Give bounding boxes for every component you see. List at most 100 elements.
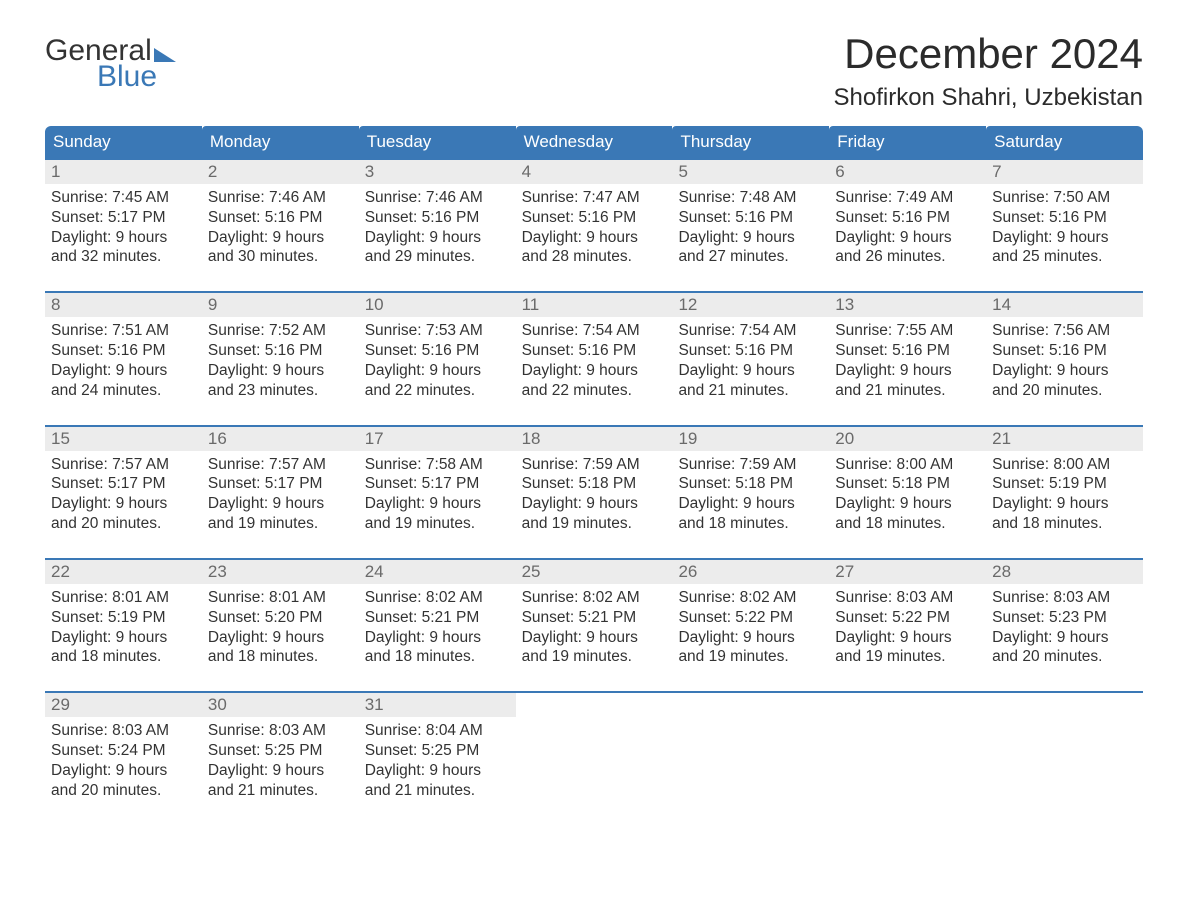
sunrise-line: Sunrise: 7:57 AM — [51, 455, 196, 475]
sunrise-line: Sunrise: 7:58 AM — [365, 455, 510, 475]
sunset-line: Sunset: 5:16 PM — [992, 208, 1137, 228]
sunrise-line: Sunrise: 8:03 AM — [835, 588, 980, 608]
day-number: 15 — [45, 427, 202, 451]
calendar-day: 23Sunrise: 8:01 AMSunset: 5:20 PMDayligh… — [202, 560, 359, 669]
calendar-day: 20Sunrise: 8:00 AMSunset: 5:18 PMDayligh… — [829, 427, 986, 536]
daylight-line1: Daylight: 9 hours — [208, 628, 353, 648]
sunset-line: Sunset: 5:21 PM — [522, 608, 667, 628]
day-body: Sunrise: 8:00 AMSunset: 5:19 PMDaylight:… — [986, 451, 1143, 536]
day-body: Sunrise: 7:52 AMSunset: 5:16 PMDaylight:… — [202, 317, 359, 402]
sunset-line: Sunset: 5:17 PM — [208, 474, 353, 494]
daylight-line1: Daylight: 9 hours — [678, 494, 823, 514]
sunset-line: Sunset: 5:19 PM — [51, 608, 196, 628]
day-body: Sunrise: 7:58 AMSunset: 5:17 PMDaylight:… — [359, 451, 516, 536]
sunset-line: Sunset: 5:18 PM — [522, 474, 667, 494]
brand-triangle-icon — [154, 48, 176, 62]
day-body: Sunrise: 8:03 AMSunset: 5:23 PMDaylight:… — [986, 584, 1143, 669]
calendar-day: 28Sunrise: 8:03 AMSunset: 5:23 PMDayligh… — [986, 560, 1143, 669]
calendar: Sunday Monday Tuesday Wednesday Thursday… — [45, 126, 1143, 803]
calendar-day: 7Sunrise: 7:50 AMSunset: 5:16 PMDaylight… — [986, 160, 1143, 269]
calendar-day: 22Sunrise: 8:01 AMSunset: 5:19 PMDayligh… — [45, 560, 202, 669]
daylight-line1: Daylight: 9 hours — [365, 628, 510, 648]
day-number: 19 — [672, 427, 829, 451]
daylight-line2: and 24 minutes. — [51, 381, 196, 401]
sunset-line: Sunset: 5:19 PM — [992, 474, 1137, 494]
calendar-day: 19 Sunrise: 7:59 AMSunset: 5:18 PMDayligh… — [672, 427, 829, 536]
sunrise-line: Sunrise: 8:01 AM — [51, 588, 196, 608]
calendar-day: 27Sunrise: 8:03 AMSunset: 5:22 PMDayligh… — [829, 560, 986, 669]
sunset-line: Sunset: 5:17 PM — [51, 474, 196, 494]
daylight-line2: and 18 minutes. — [51, 647, 196, 667]
daylight-line2: and 19 minutes. — [365, 514, 510, 534]
day-number: 9 — [202, 293, 359, 317]
calendar-day: 11Sunrise: 7:54 AMSunset: 5:16 PMDayligh… — [516, 293, 673, 402]
daylight-line1: Daylight: 9 hours — [522, 361, 667, 381]
day-body: Sunrise: 7:46 AMSunset: 5:16 PMDaylight:… — [359, 184, 516, 269]
sunset-line: Sunset: 5:18 PM — [678, 474, 823, 494]
day-number: 22 — [45, 560, 202, 584]
day-number: 18 — [516, 427, 673, 451]
sunrise-line: Sunrise: 7:56 AM — [992, 321, 1137, 341]
daylight-line1: Daylight: 9 hours — [835, 628, 980, 648]
daylight-line1: Daylight: 9 hours — [678, 361, 823, 381]
sunset-line: Sunset: 5:23 PM — [992, 608, 1137, 628]
daylight-line1: Daylight: 9 hours — [992, 494, 1137, 514]
sunrise-line: Sunrise: 7:46 AM — [365, 188, 510, 208]
calendar-day: . — [516, 693, 673, 802]
day-body: Sunrise: 8:00 AMSunset: 5:18 PMDaylight:… — [829, 451, 986, 536]
daylight-line1: Daylight: 9 hours — [678, 228, 823, 248]
sunset-line: Sunset: 5:24 PM — [51, 741, 196, 761]
brand-logo: General Blue — [45, 36, 176, 92]
daylight-line2: and 30 minutes. — [208, 247, 353, 267]
sunset-line: Sunset: 5:20 PM — [208, 608, 353, 628]
dow-sunday: Sunday — [45, 126, 202, 158]
daylight-line2: and 18 minutes. — [678, 514, 823, 534]
sunrise-line: Sunrise: 8:02 AM — [522, 588, 667, 608]
calendar-day: 24Sunrise: 8:02 AMSunset: 5:21 PMDayligh… — [359, 560, 516, 669]
calendar-day: 14Sunrise: 7:56 AMSunset: 5:16 PMDayligh… — [986, 293, 1143, 402]
daylight-line1: Daylight: 9 hours — [522, 628, 667, 648]
daylight-line1: Daylight: 9 hours — [365, 228, 510, 248]
daylight-line2: and 18 minutes. — [365, 647, 510, 667]
daylight-line2: and 28 minutes. — [522, 247, 667, 267]
sunset-line: Sunset: 5:16 PM — [51, 341, 196, 361]
daylight-line1: Daylight: 9 hours — [678, 628, 823, 648]
sunset-line: Sunset: 5:16 PM — [365, 341, 510, 361]
sunrise-line: Sunrise: 7:54 AM — [522, 321, 667, 341]
day-body: Sunrise: 7:48 AMSunset: 5:16 PMDaylight:… — [672, 184, 829, 269]
daylight-line2: and 23 minutes. — [208, 381, 353, 401]
daylight-line2: and 20 minutes. — [51, 514, 196, 534]
day-number: 27 — [829, 560, 986, 584]
day-body: Sunrise: 8:01 AMSunset: 5:19 PMDaylight:… — [45, 584, 202, 669]
sunset-line: Sunset: 5:16 PM — [835, 341, 980, 361]
daylight-line1: Daylight: 9 hours — [522, 228, 667, 248]
sunset-line: Sunset: 5:21 PM — [365, 608, 510, 628]
daylight-line2: and 29 minutes. — [365, 247, 510, 267]
day-body: Sunrise: 7:56 AMSunset: 5:16 PMDaylight:… — [986, 317, 1143, 402]
calendar-day: 25 Sunrise: 8:02 AMSunset: 5:21 PMDayligh… — [516, 560, 673, 669]
sunrise-line: Sunrise: 8:01 AM — [208, 588, 353, 608]
sunrise-line: Sunrise: 7:50 AM — [992, 188, 1137, 208]
calendar-week: 15Sunrise: 7:57 AMSunset: 5:17 PMDayligh… — [45, 425, 1143, 536]
daylight-line2: and 26 minutes. — [835, 247, 980, 267]
calendar-day: 21Sunrise: 8:00 AMSunset: 5:19 PMDayligh… — [986, 427, 1143, 536]
daylight-line2: and 22 minutes. — [365, 381, 510, 401]
calendar-day: 8Sunrise: 7:51 AMSunset: 5:16 PMDaylight… — [45, 293, 202, 402]
sunset-line: Sunset: 5:16 PM — [678, 341, 823, 361]
daylight-line1: Daylight: 9 hours — [51, 628, 196, 648]
sunset-line: Sunset: 5:17 PM — [51, 208, 196, 228]
daylight-line2: and 21 minutes. — [835, 381, 980, 401]
day-body: Sunrise: 7:47 AMSunset: 5:16 PMDaylight:… — [516, 184, 673, 269]
day-body: Sunrise: 8:03 AMSunset: 5:22 PMDaylight:… — [829, 584, 986, 669]
daylight-line1: Daylight: 9 hours — [992, 628, 1137, 648]
dow-friday: Friday — [829, 126, 986, 158]
sunrise-line: Sunrise: 7:53 AM — [365, 321, 510, 341]
day-number: 25 — [516, 560, 673, 584]
daylight-line1: Daylight: 9 hours — [835, 361, 980, 381]
day-body: Sunrise: 7:55 AMSunset: 5:16 PMDaylight:… — [829, 317, 986, 402]
day-body: Sunrise: 7:59 AMSunset: 5:18 PMDaylight:… — [516, 451, 673, 536]
location-subtitle: Shofirkon Shahri, Uzbekistan — [834, 84, 1144, 112]
calendar-day: . — [829, 693, 986, 802]
calendar-day: 5Sunrise: 7:48 AMSunset: 5:16 PMDaylight… — [672, 160, 829, 269]
sunrise-line: Sunrise: 7:59 AM — [678, 455, 823, 475]
